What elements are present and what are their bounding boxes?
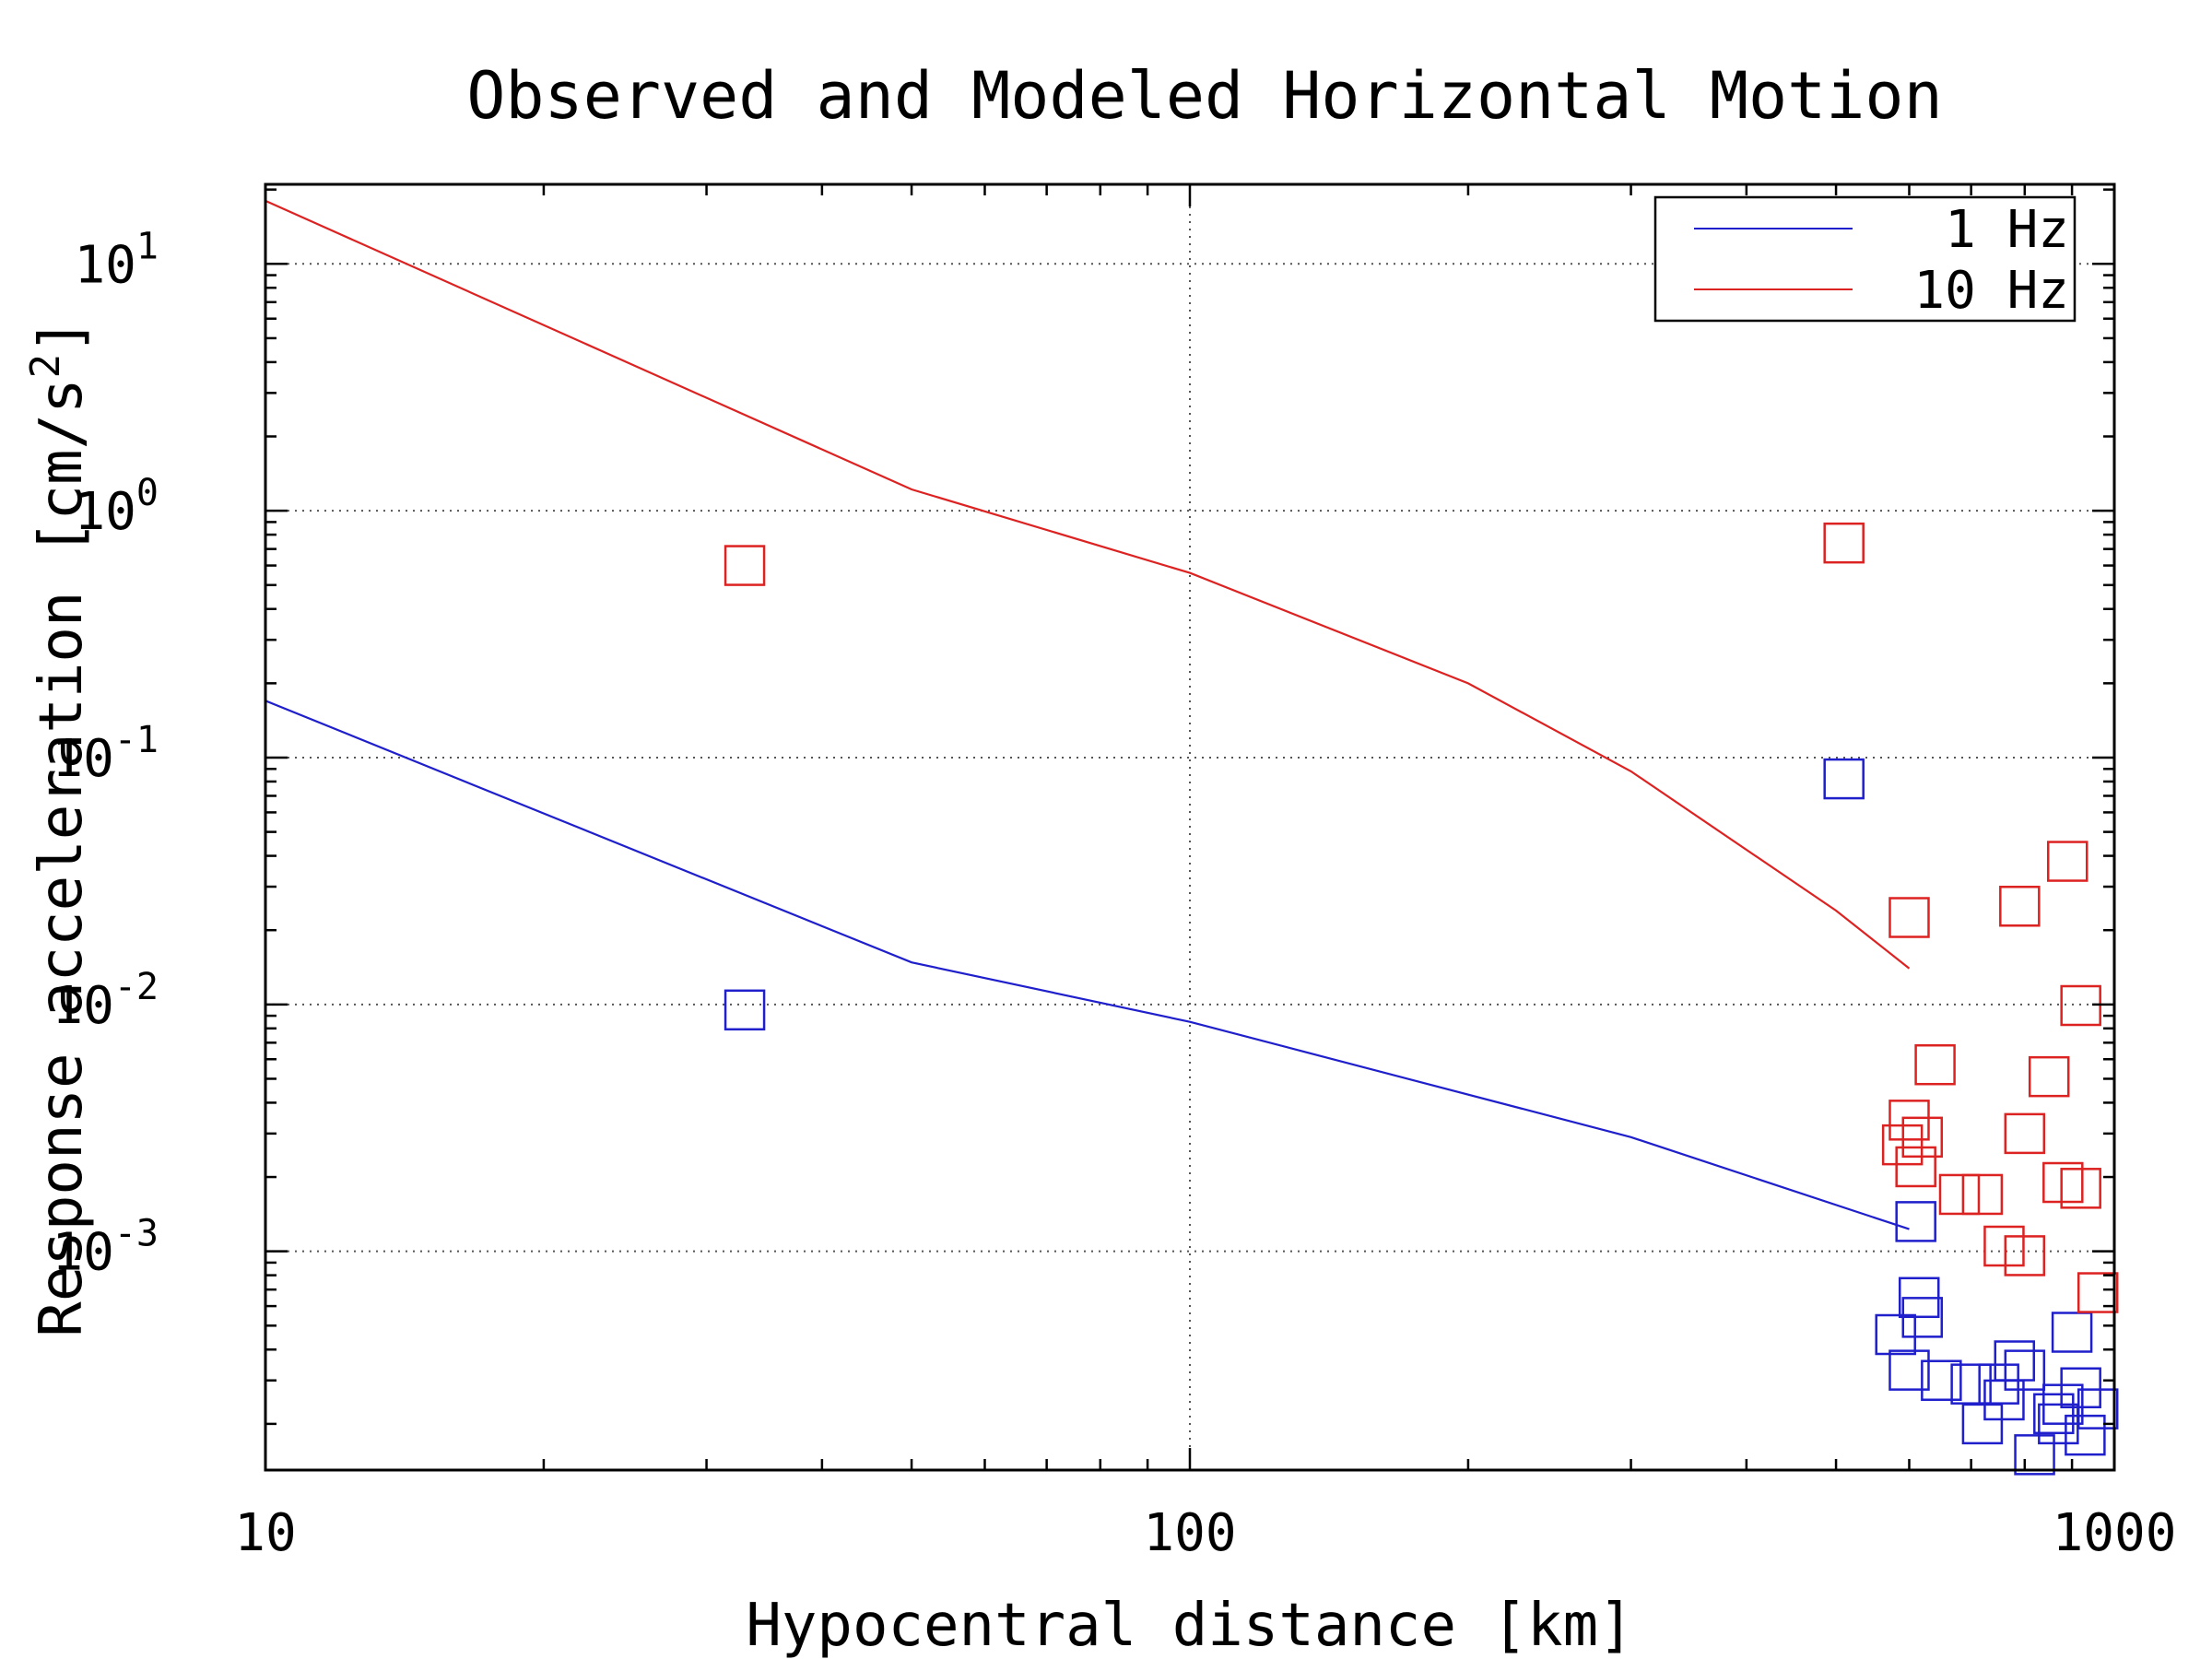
data-point-10hz — [724, 545, 766, 586]
axis-ticks — [264, 184, 2116, 1470]
data-point-10hz — [1823, 522, 1865, 564]
y-tick-label: 10-2 — [52, 966, 159, 1036]
data-point-1hz — [2077, 1388, 2119, 1430]
data-point-1hz — [2014, 1434, 2055, 1476]
data-point-1hz — [2033, 1393, 2075, 1435]
y-tick-label: 10-1 — [52, 719, 159, 789]
data-point-1hz — [1898, 1277, 1940, 1319]
legend-label-10hz: 10 Hz — [1913, 261, 2069, 321]
data-point-10hz — [2004, 1235, 2046, 1277]
data-point-10hz — [1999, 885, 2041, 927]
data-point-1hz — [1921, 1359, 1962, 1401]
x-tick-label: 100 — [1143, 1503, 1236, 1563]
legend-box — [1653, 195, 2077, 323]
data-point-1hz — [1961, 1403, 2004, 1445]
y-tick-base: 10 — [52, 729, 113, 789]
data-point-1hz — [2060, 1367, 2101, 1409]
y-axis-label-sup: 2 — [22, 354, 69, 379]
model-line-10hz — [265, 199, 1911, 970]
data-point-1hz — [1823, 758, 1865, 800]
data-point-1hz — [2038, 1403, 2079, 1445]
data-point-10hz — [1888, 1100, 1930, 1141]
x-tick-label: 10 — [234, 1503, 296, 1563]
x-tick-label: 1000 — [2053, 1503, 2177, 1563]
data-point-10hz — [1895, 1146, 1936, 1188]
y-tick-exponent: 1 — [136, 225, 159, 267]
y-tick-exponent: -1 — [114, 719, 159, 761]
data-point-10hz — [2046, 841, 2088, 882]
x-axis-label: Hypocentral distance [km] — [746, 1592, 1633, 1659]
data-point-1hz — [724, 989, 766, 1031]
y-tick-base: 10 — [52, 1223, 113, 1283]
data-point-10hz — [1983, 1225, 2025, 1267]
y-tick-base: 10 — [52, 976, 113, 1036]
y-tick-label: 10-3 — [52, 1213, 159, 1283]
y-tick-label: 100 — [74, 472, 159, 542]
y-tick-exponent: 0 — [136, 472, 159, 514]
grid — [265, 184, 2114, 1470]
data-point-1hz — [1888, 1349, 1930, 1391]
data-point-1hz — [2065, 1414, 2106, 1456]
data-point-10hz — [2060, 1168, 2101, 1209]
data-point-1hz — [1895, 1201, 1936, 1242]
data-point-10hz — [2077, 1272, 2119, 1313]
y-tick-exponent: -3 — [114, 1213, 159, 1255]
data-point-1hz — [1994, 1340, 2036, 1382]
chart-title: Observed and Modeled Horizontal Motion — [466, 58, 1942, 134]
data-point-10hz — [2028, 1055, 2070, 1098]
series-lines — [265, 199, 1911, 1230]
y-axis-label-text: Response acceleration [cm/s — [28, 378, 96, 1336]
data-point-10hz — [1888, 897, 1930, 938]
y-axis-label-end: ] — [28, 318, 96, 354]
data-point-10hz — [1901, 1116, 1944, 1159]
y-axis-label: Response acceleration [cm/s2] — [22, 318, 96, 1336]
data-point-1hz — [1875, 1313, 1916, 1356]
y-tick-base: 10 — [74, 482, 135, 542]
model-line-1hz — [265, 700, 1910, 1230]
data-point-10hz — [2004, 1112, 2046, 1155]
legend-label-1hz: 1 Hz — [1945, 200, 2069, 260]
y-tick-base: 10 — [74, 235, 135, 295]
data-point-10hz — [1938, 1173, 1981, 1216]
data-point-10hz — [1961, 1173, 2004, 1216]
data-point-1hz — [2004, 1349, 2046, 1391]
data-point-1hz — [1978, 1363, 2019, 1405]
data-point-1hz — [2051, 1312, 2093, 1353]
data-point-10hz — [2042, 1161, 2084, 1204]
legend: 1 Hz 10 Hz — [1653, 195, 2077, 323]
data-point-10hz — [1914, 1043, 1956, 1086]
y-tick-exponent: -2 — [114, 966, 159, 1008]
series-points — [724, 522, 2119, 1476]
y-tick-label: 101 — [74, 225, 159, 295]
